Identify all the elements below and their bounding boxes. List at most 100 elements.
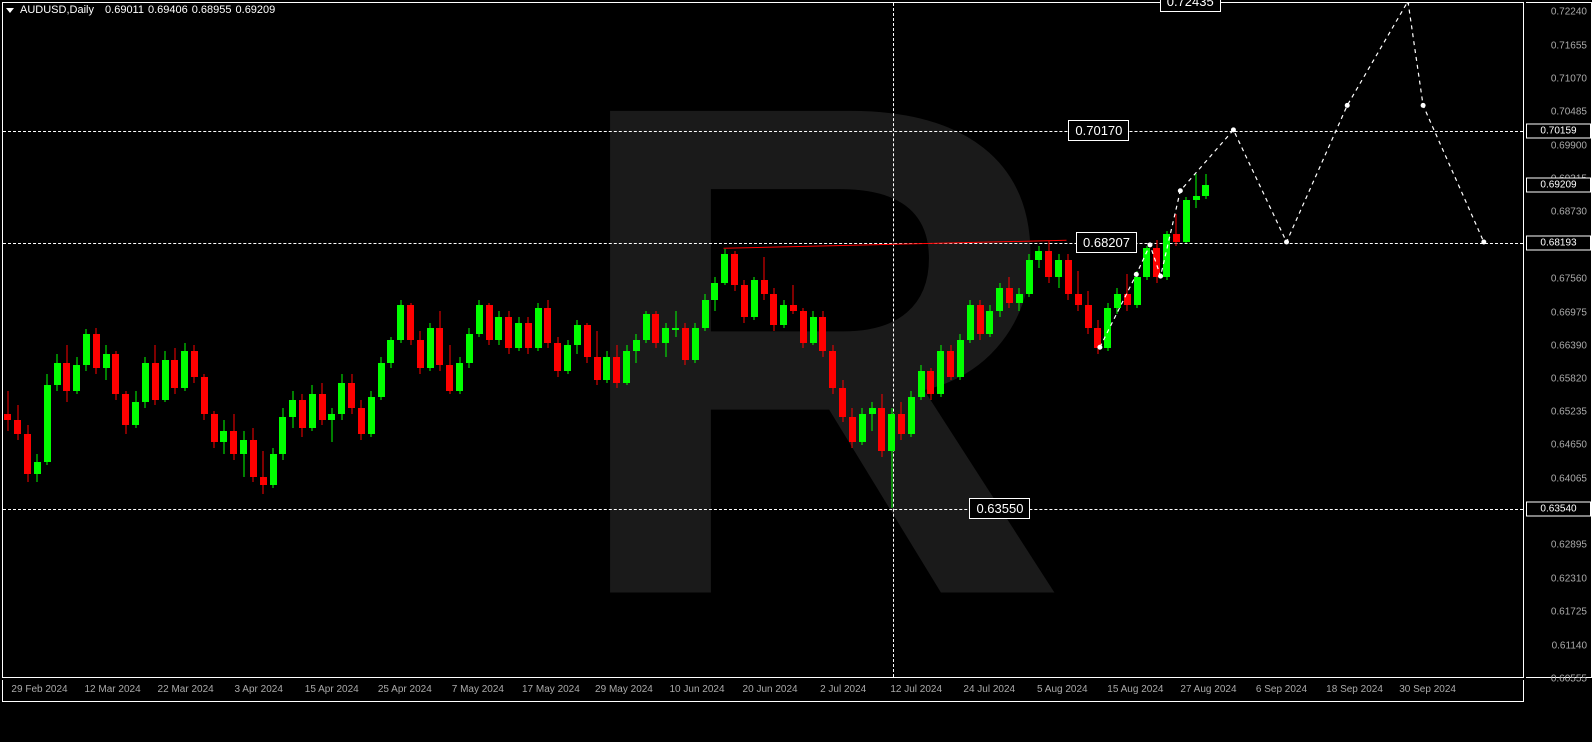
time-tick: 15 Aug 2024 — [1107, 684, 1163, 695]
projection-point — [1405, 3, 1410, 4]
candlestick — [83, 3, 90, 677]
candlestick — [142, 3, 149, 677]
candlestick — [623, 3, 630, 677]
candlestick — [181, 3, 188, 677]
ohlc-open: 0.69011 — [105, 4, 144, 16]
price-tick: 0.64065 — [1551, 473, 1587, 484]
time-axis: 29 Feb 202412 Mar 202422 Mar 20243 Apr 2… — [2, 680, 1524, 702]
price-tick: 0.68730 — [1551, 207, 1587, 218]
candlestick — [456, 3, 463, 677]
candlestick — [328, 3, 335, 677]
time-tick: 2 Jul 2024 — [820, 684, 866, 695]
candlestick — [672, 3, 679, 677]
candlestick — [711, 3, 718, 677]
candlestick — [770, 3, 777, 677]
candlestick — [603, 3, 610, 677]
candlestick — [211, 3, 218, 677]
candlestick — [309, 3, 316, 677]
candlestick — [260, 3, 267, 677]
candlestick — [1085, 3, 1092, 677]
candlestick — [73, 3, 80, 677]
candlestick — [1114, 3, 1121, 677]
time-tick: 5 Aug 2024 — [1037, 684, 1088, 695]
candlestick — [1045, 3, 1052, 677]
price-marker: 0.70159 — [1526, 123, 1591, 138]
candlestick — [34, 3, 41, 677]
ohlc-close: 0.69209 — [236, 4, 276, 16]
candlestick — [279, 3, 286, 677]
candlestick — [937, 3, 944, 677]
price-tick: 0.70485 — [1551, 107, 1587, 118]
price-tick: 0.66390 — [1551, 340, 1587, 351]
candlestick — [338, 3, 345, 677]
candlestick — [682, 3, 689, 677]
candlestick — [584, 3, 591, 677]
candlestick — [652, 3, 659, 677]
candlestick — [1016, 3, 1023, 677]
candlestick — [201, 3, 208, 677]
candlestick — [54, 3, 61, 677]
candlestick — [721, 3, 728, 677]
candlestick — [240, 3, 247, 677]
candlestick — [368, 3, 375, 677]
candlestick — [1134, 3, 1141, 677]
price-tick: 0.60555 — [1551, 674, 1587, 685]
candlestick — [1006, 3, 1013, 677]
plot-area[interactable]: 0.724350.701700.682070.63550 — [2, 2, 1524, 678]
candlestick — [662, 3, 669, 677]
time-tick: 29 Feb 2024 — [11, 684, 67, 695]
candlestick — [270, 3, 277, 677]
candlestick — [898, 3, 905, 677]
candlestick — [751, 3, 758, 677]
price-tick: 0.72240 — [1551, 7, 1587, 18]
candlestick — [859, 3, 866, 677]
time-tick: 29 May 2024 — [595, 684, 653, 695]
chevron-down-icon[interactable] — [6, 8, 14, 13]
price-annotation: 0.68207 — [1076, 232, 1137, 253]
price-tick: 0.61725 — [1551, 607, 1587, 618]
candlestick — [250, 3, 257, 677]
time-tick: 27 Aug 2024 — [1180, 684, 1236, 695]
time-tick: 24 Jul 2024 — [963, 684, 1015, 695]
candlestick — [692, 3, 699, 677]
candlestick — [878, 3, 885, 677]
candlestick — [486, 3, 493, 677]
candlestick — [93, 3, 100, 677]
price-annotation: 0.72435 — [1160, 0, 1221, 12]
ohlc-high: 0.69406 — [148, 4, 188, 16]
candlestick — [535, 3, 542, 677]
candlestick — [63, 3, 70, 677]
candlestick — [908, 3, 915, 677]
candlestick — [967, 3, 974, 677]
candlestick — [819, 3, 826, 677]
candlestick — [839, 3, 846, 677]
candlestick — [888, 3, 895, 677]
candlestick — [132, 3, 139, 677]
time-tick: 25 Apr 2024 — [378, 684, 432, 695]
candlestick — [594, 3, 601, 677]
candlestick — [152, 3, 159, 677]
time-tick: 22 Mar 2024 — [158, 684, 214, 695]
price-tick: 0.69900 — [1551, 140, 1587, 151]
candlestick — [378, 3, 385, 677]
time-tick: 20 Jun 2024 — [743, 684, 798, 695]
candlestick — [1094, 3, 1101, 677]
candlestick — [397, 3, 404, 677]
candlestick — [544, 3, 551, 677]
time-tick: 12 Jul 2024 — [890, 684, 942, 695]
candlestick — [643, 3, 650, 677]
time-tick: 12 Mar 2024 — [85, 684, 141, 695]
candlestick — [957, 3, 964, 677]
candlestick — [1202, 3, 1209, 677]
chart-container: R AUDUSD,Daily 0.69011 0.69406 0.68955 0… — [0, 0, 1592, 702]
projection-point — [1345, 103, 1350, 108]
candlestick — [741, 3, 748, 677]
candlestick — [702, 3, 709, 677]
candlestick — [790, 3, 797, 677]
price-tick: 0.62310 — [1551, 573, 1587, 584]
candlestick — [927, 3, 934, 677]
candlestick — [162, 3, 169, 677]
price-marker: 0.63540 — [1526, 501, 1591, 516]
chart-title-bar: AUDUSD,Daily 0.69011 0.69406 0.68955 0.6… — [6, 4, 275, 16]
price-axis: 0.722400.716550.710700.704850.699000.693… — [1526, 2, 1592, 678]
